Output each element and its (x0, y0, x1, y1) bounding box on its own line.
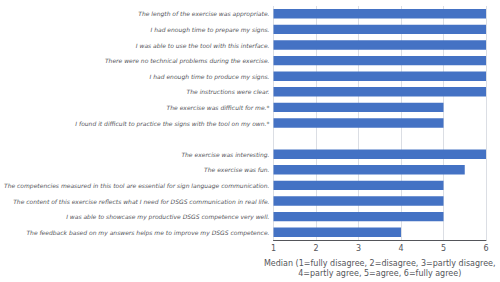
svg-text:I was able to showcase my prod: I was able to showcase my productive DSG… (66, 213, 269, 221)
svg-text:6: 6 (483, 244, 488, 253)
svg-text:There were no technical proble: There were no technical problems during … (105, 57, 270, 65)
svg-text:4=partly agree, 5=agree, 6=ful: 4=partly agree, 5=agree, 6=fully agree) (298, 269, 461, 278)
svg-text:The length of the exercise was: The length of the exercise was appropria… (138, 10, 269, 18)
svg-text:The exercise was difficult for: The exercise was difficult for me.* (167, 104, 270, 111)
svg-text:The instructions were clear.: The instructions were clear. (187, 88, 270, 95)
svg-text:I had enough time to prepare m: I had enough time to prepare my signs. (150, 26, 269, 34)
svg-text:2: 2 (313, 244, 318, 253)
svg-text:I had enough time to produce m: I had enough time to produce my signs. (150, 73, 270, 81)
svg-text:4: 4 (398, 244, 403, 253)
svg-text:1: 1 (271, 244, 276, 253)
svg-text:I found it difficult to practi: I found it difficult to practice the sig… (75, 120, 269, 128)
svg-text:I was able to use the tool wit: I was able to use the tool with this int… (136, 42, 270, 49)
svg-text:The feedback based on my answe: The feedback based on my answers helps m… (26, 229, 269, 237)
svg-text:The content of this exercise r: The content of this exercise reflects wh… (13, 198, 269, 205)
svg-text:The exercise was fun.: The exercise was fun. (204, 166, 269, 173)
svg-text:The competencies measured in t: The competencies measured in this tool a… (4, 182, 270, 190)
svg-text:Median (1=fully disagree, 2=di: Median (1=fully disagree, 2=disagree, 3=… (264, 259, 496, 268)
svg-text:5: 5 (441, 244, 446, 253)
svg-text:3: 3 (356, 244, 361, 253)
svg-text:The exercise was interesting.: The exercise was interesting. (181, 151, 269, 159)
